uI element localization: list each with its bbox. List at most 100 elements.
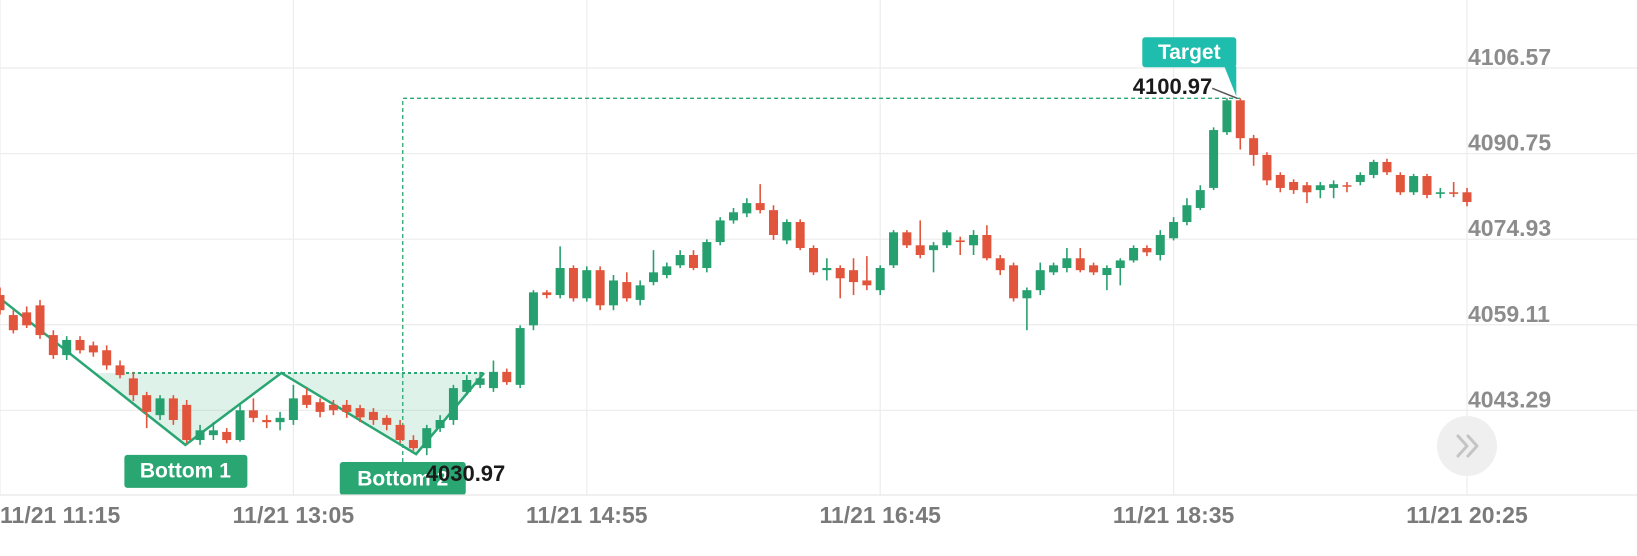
candle-body [155,398,165,416]
candle-body [782,222,792,241]
grid [0,0,1637,495]
scroll-button[interactable] [1437,416,1497,476]
candle-body [368,411,378,421]
axes: 4043.29 4059.11 4074.93 4090.75 4106.57 11/21… [0,44,1637,528]
candle-body [48,335,58,356]
bottom-2-tag [339,462,466,495]
candle-body [915,245,925,256]
candle-body [1035,270,1045,291]
candle-body [862,280,872,286]
candle-body [889,232,899,266]
candle-body [822,268,832,271]
candle-body [1222,100,1232,133]
candle-body [1369,161,1379,175]
candle-body [408,440,418,449]
candle-body [982,235,992,259]
candle-body [1302,185,1312,193]
candle-body [742,203,752,214]
candle-body [1155,235,1165,256]
candle-body [809,247,819,273]
candle-body [182,404,192,441]
candle-body [849,270,859,283]
candle-body [1195,190,1205,208]
candle-body [608,280,618,306]
candle-body [1009,265,1019,299]
candle-body [88,345,98,353]
candle-body [622,282,632,299]
candle-body [1089,265,1099,273]
candle-body [1382,161,1392,173]
candle-body [115,365,125,376]
candle-body [1142,247,1152,253]
candle-body [288,398,298,421]
target-price-label: 4100.97 [1133,74,1213,99]
candle-body [315,402,325,412]
x-tick-label: 11/21 14:55 [526,502,648,528]
candle-body [675,255,685,266]
candle-body [1289,181,1299,191]
candle-body [195,430,205,441]
candle-body [835,268,845,279]
target-tag [1142,37,1237,68]
candle-body [755,203,765,211]
candle-body [275,417,285,423]
candle-body [969,235,979,246]
candle-body [262,420,272,423]
candle-body [235,410,245,441]
candle-body [222,431,232,441]
candle-body [1462,192,1472,203]
candle-body [35,305,45,336]
candle-body [488,371,498,389]
projection-label: 4030.97 [426,461,506,486]
candle-body [1249,138,1259,155]
candle-body [595,270,605,306]
candle-body [542,292,552,296]
candle-body [1435,192,1445,194]
candle-body [648,272,658,283]
x-tick-label: 11/21 18:35 [1113,502,1235,528]
candle-body [502,371,512,383]
target-guide [402,97,1241,462]
candle-body [1209,130,1219,188]
candle-body [1329,184,1339,188]
candle-body [1049,265,1059,273]
candle-body [1395,174,1405,193]
y-tick-label: 4043.29 [1468,386,1551,412]
bottom-1-label: Bottom 1 [140,459,231,482]
candle-body [942,232,952,246]
candle-body [1262,154,1272,181]
target-label: Target [1158,41,1221,64]
candle-body [448,388,458,421]
candle-body [1355,174,1365,182]
x-tick-label: 11/21 20:25 [1406,502,1528,528]
candle-body [1409,176,1419,193]
candle-body [715,220,725,243]
candle-body [1422,176,1432,195]
candle-body [382,417,392,425]
scroll-button-icon[interactable] [1456,434,1479,458]
candle-body [208,430,218,436]
bottom-2-label: Bottom 2 [357,468,448,491]
candle-body [769,210,779,236]
candle-body [662,266,672,276]
candle-body [568,268,578,299]
candle-body [168,398,178,421]
candle-body [995,258,1005,271]
candle-body [1062,258,1072,269]
x-tick-label: 11/21 16:45 [819,502,941,528]
candle-body [955,240,965,243]
candle-body [1102,268,1112,276]
target-leader [1212,87,1238,99]
candle-body [929,245,939,251]
y-tick-label: 4059.11 [1468,301,1550,327]
candle-body [1342,185,1352,187]
candle-body [795,222,805,248]
candle-body [0,295,5,311]
candle-body [142,395,152,412]
candle-body [729,212,738,221]
candle-body [1275,174,1285,188]
candle-body [515,328,525,385]
candle-body [688,255,698,269]
candle-body [395,424,405,441]
